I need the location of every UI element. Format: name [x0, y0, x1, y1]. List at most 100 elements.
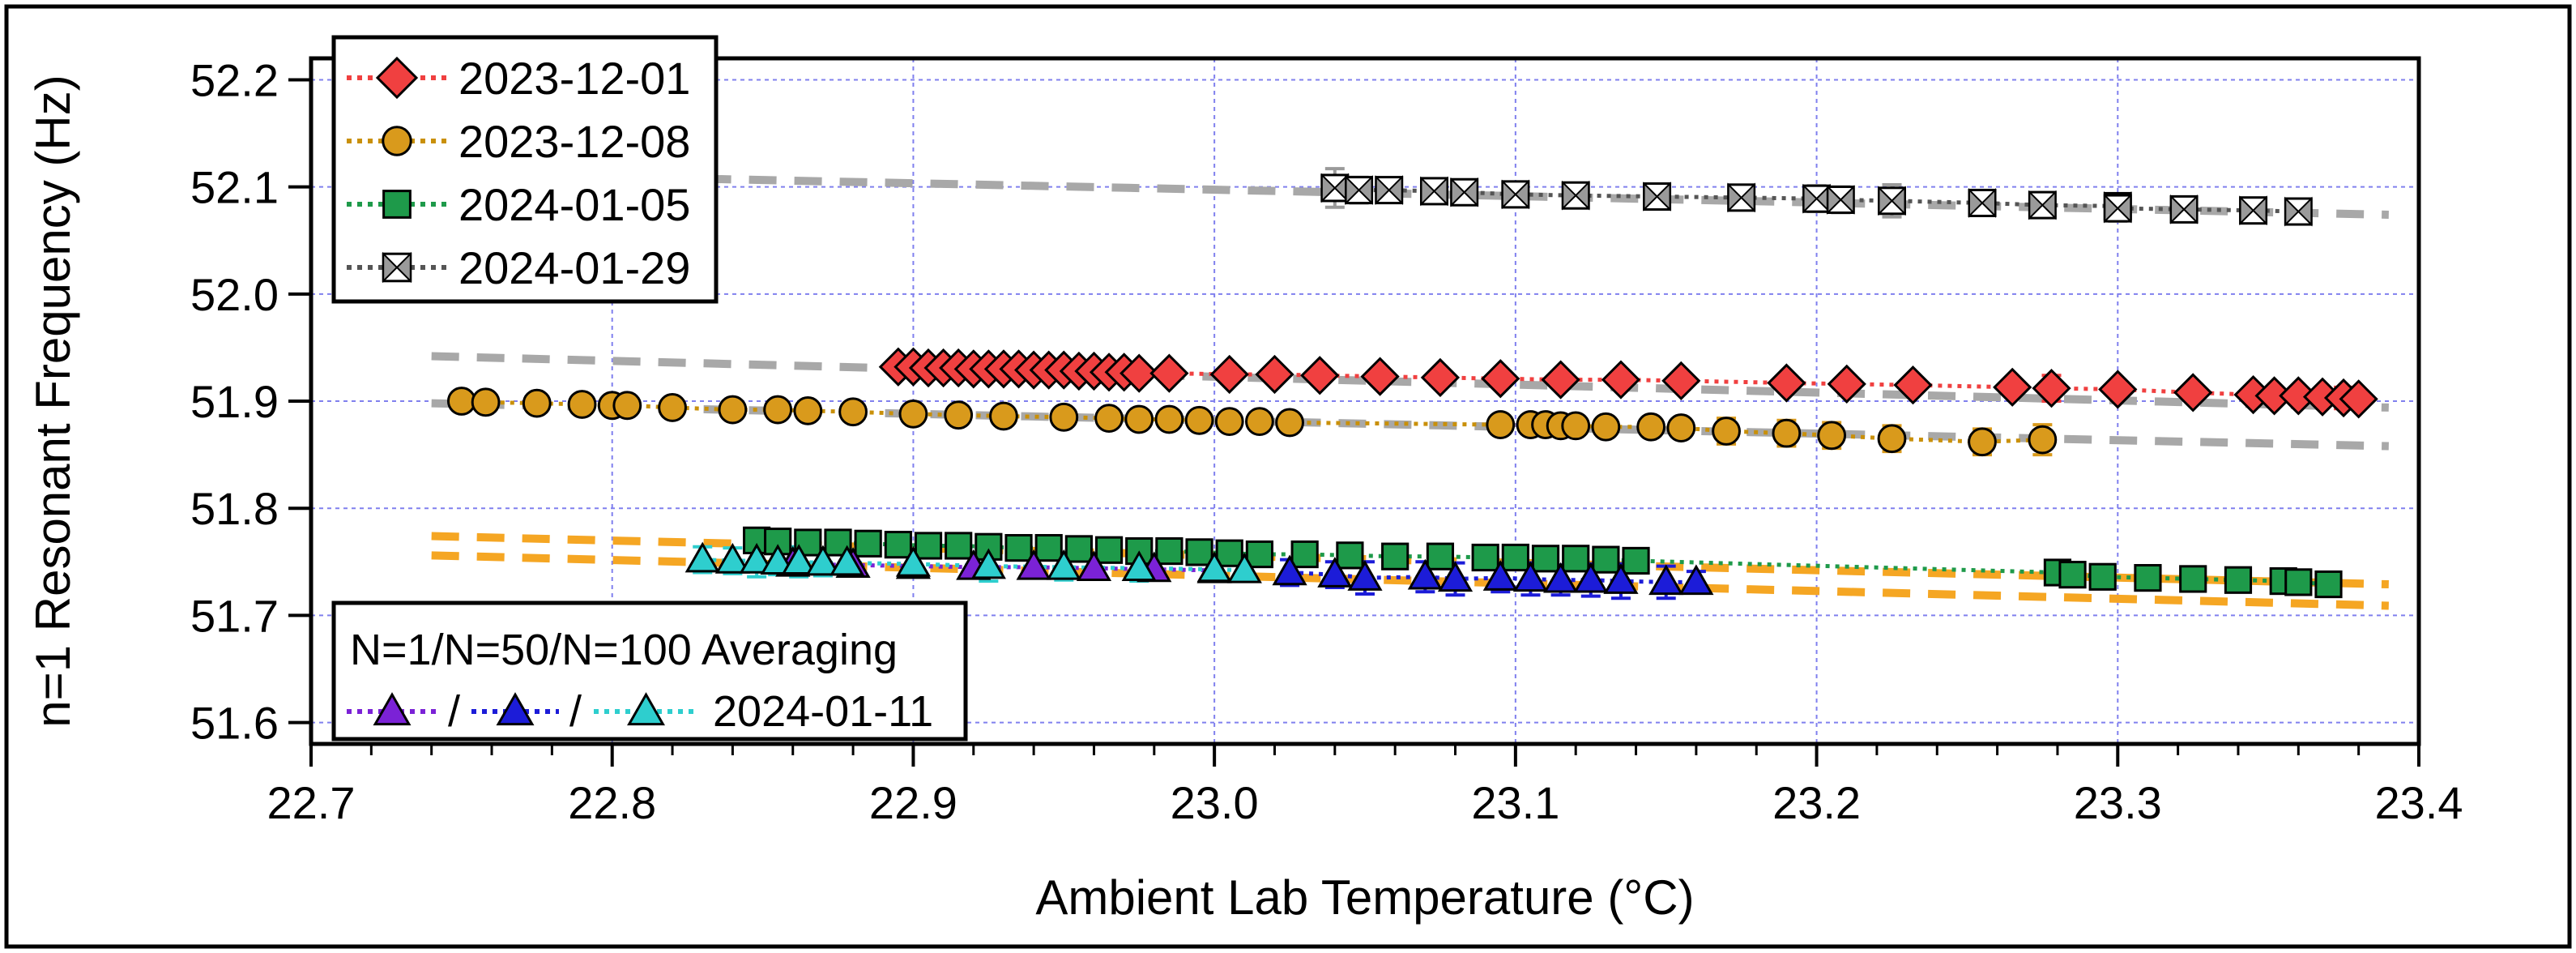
data-point — [1064, 535, 1093, 563]
data-point — [2028, 190, 2057, 220]
data-point — [567, 390, 597, 419]
y-tick-label: 51.9 — [190, 376, 279, 427]
data-point — [2134, 564, 2162, 592]
data-point — [914, 532, 943, 560]
data-point — [1561, 411, 1591, 441]
data-point — [714, 542, 750, 574]
x-tick-label: 23.2 — [1772, 777, 1861, 828]
data-point — [1993, 367, 2032, 407]
data-point — [898, 399, 928, 429]
data-point — [2339, 379, 2378, 419]
data-point-left — [2170, 194, 2186, 224]
legend-label: 2023-12-08 — [458, 116, 690, 167]
data-point — [1562, 545, 1590, 573]
data-point-left — [2028, 190, 2044, 220]
data-point — [522, 388, 552, 418]
data-point — [1678, 564, 1714, 596]
data-point-right — [1514, 179, 1529, 210]
data-point-right — [1740, 182, 1755, 213]
data-point — [2058, 561, 2087, 589]
legend-marker-right — [395, 251, 412, 284]
legend-marker — [375, 56, 419, 100]
data-point — [1272, 554, 1307, 586]
data-point — [1486, 410, 1516, 439]
data-point — [685, 541, 720, 573]
data-point — [793, 395, 823, 425]
data-point — [1603, 563, 1639, 594]
legend-averaging-date: 2024-01-11 — [713, 687, 933, 736]
data-point-left — [1345, 175, 1360, 206]
data-point-left — [1501, 179, 1517, 210]
data-point — [760, 544, 795, 575]
data-point — [2284, 568, 2313, 596]
legend-averaging-sep1: / — [448, 687, 460, 736]
data-point — [1016, 549, 1051, 580]
data-point — [824, 528, 852, 557]
data-point — [2169, 194, 2199, 224]
legend-marker — [496, 692, 535, 726]
data-point — [1437, 561, 1474, 592]
data-point — [2028, 425, 2058, 455]
data-point — [1601, 360, 1641, 400]
data-point — [945, 532, 973, 560]
y-tick-label: 52.2 — [190, 54, 279, 105]
data-point — [2224, 566, 2253, 594]
data-point — [1245, 407, 1274, 437]
data-point-right — [2041, 190, 2057, 220]
data-point — [612, 391, 642, 421]
legend-averaging: N=1/N=50/N=100 Averaging / / 2024-01-11 — [331, 600, 968, 741]
y-tick-label: 51.8 — [190, 483, 279, 534]
data-point-left — [2239, 195, 2254, 226]
data-point-left — [1320, 173, 1337, 203]
data-point — [1121, 550, 1157, 581]
data-point — [1124, 404, 1154, 434]
legend-label: 2024-01-29 — [458, 242, 690, 293]
data-point — [1209, 354, 1249, 395]
data-point — [1450, 177, 1479, 207]
legend-marker — [627, 692, 665, 726]
data-point — [1802, 183, 1832, 214]
data-point-left — [1802, 183, 1818, 214]
data-point — [1154, 404, 1184, 434]
data-point — [1345, 175, 1374, 206]
data-point — [1336, 541, 1364, 570]
data-point — [2032, 369, 2071, 408]
data-point — [1482, 560, 1518, 591]
data-point — [1817, 421, 1847, 451]
data-point — [1712, 417, 1741, 446]
data-point — [1826, 185, 1855, 215]
data-point — [1215, 539, 1243, 567]
data-point — [1591, 412, 1621, 442]
data-point-left — [1643, 182, 1658, 212]
data-point — [1407, 558, 1443, 590]
data-point-right — [2297, 196, 2313, 227]
data-point-left — [2284, 196, 2300, 227]
data-point-left — [2104, 193, 2119, 224]
data-point — [1226, 552, 1262, 583]
data-point-right — [1981, 188, 1997, 218]
data-point — [1034, 533, 1063, 562]
y-axis-label: n=1 Resonant Frequency (Hz) — [26, 75, 80, 727]
data-point — [1004, 533, 1033, 562]
data-point-right — [1463, 177, 1478, 207]
x-tick-label: 23.3 — [2074, 777, 2162, 828]
data-point — [895, 545, 932, 577]
data-point — [1347, 560, 1383, 591]
data-point — [1245, 540, 1274, 569]
data-point-left — [1878, 186, 1893, 216]
data-point — [1643, 182, 1672, 212]
data-point-right — [2116, 193, 2132, 224]
data-point — [1622, 546, 1650, 575]
fit-line — [431, 352, 2389, 412]
data-point — [1501, 179, 1530, 210]
data-point — [2314, 570, 2343, 599]
data-point — [1893, 365, 1933, 405]
fit-line — [431, 169, 2389, 219]
data-point — [1381, 542, 1410, 571]
data-point — [884, 531, 912, 559]
data-point — [944, 400, 974, 430]
data-point — [1666, 413, 1696, 442]
data-point-right — [1891, 186, 1906, 216]
data-point — [471, 387, 501, 417]
